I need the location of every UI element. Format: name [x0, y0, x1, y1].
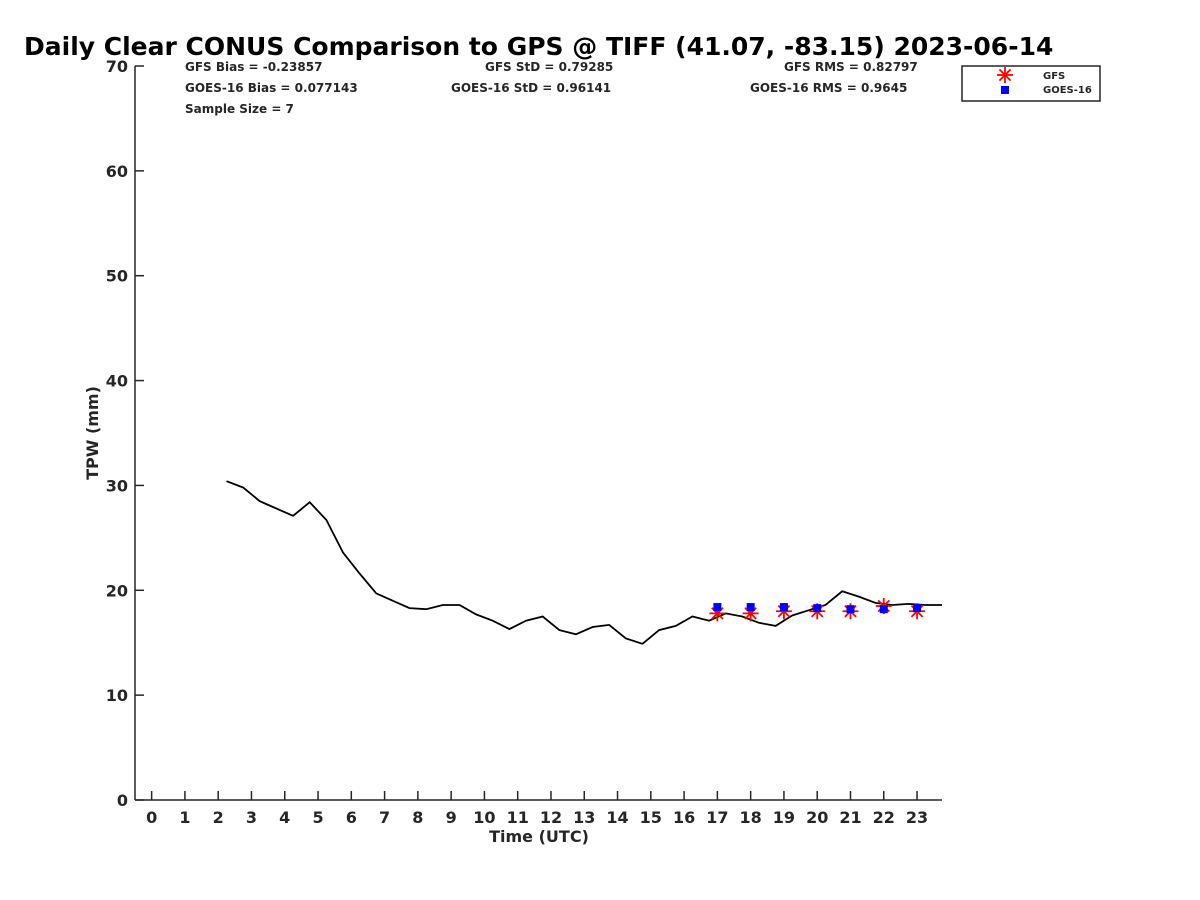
goes-rms-stat: GOES-16 RMS = 0.9645	[750, 81, 907, 95]
goes16-point-0	[713, 603, 722, 612]
x-tick-label-7: 7	[379, 808, 390, 827]
goes16-point-3	[813, 604, 822, 613]
x-tick-label-5: 5	[312, 808, 323, 827]
legend-goes-marker	[1001, 86, 1009, 94]
x-tick-label-9: 9	[446, 808, 457, 827]
legend: GFS GOES-16	[961, 65, 1101, 102]
y-tick-label-40: 40	[106, 372, 128, 391]
x-tick-label-18: 18	[740, 808, 762, 827]
goes16-point-1	[746, 603, 755, 612]
gfs-std-stat: GFS StD = 0.79285	[485, 60, 613, 74]
x-axis-label: Time (UTC)	[489, 827, 589, 846]
x-tick-label-17: 17	[706, 808, 728, 827]
x-tick-label-4: 4	[279, 808, 290, 827]
legend-gfs-marker	[997, 67, 1013, 83]
x-tick-label-14: 14	[606, 808, 628, 827]
y-tick-label-50: 50	[106, 267, 128, 286]
series-line-gps	[226, 480, 942, 645]
legend-gfs-label: GFS	[1043, 71, 1065, 82]
y-tick-label-20: 20	[106, 581, 128, 600]
goes16-point-2	[779, 603, 788, 612]
gfs-rms-stat: GFS RMS = 0.82797	[784, 60, 918, 74]
y-tick-label-10: 10	[106, 686, 128, 705]
x-tick-label-3: 3	[246, 808, 257, 827]
x-tick-label-2: 2	[213, 808, 224, 827]
goes-bias-stat: GOES-16 Bias = 0.077143	[185, 81, 358, 95]
x-tick-label-8: 8	[412, 808, 423, 827]
x-tick-label-21: 21	[839, 808, 861, 827]
x-tick-label-20: 20	[806, 808, 828, 827]
x-tick-label-23: 23	[906, 808, 928, 827]
sample-size-stat: Sample Size = 7	[185, 102, 294, 116]
goes-std-stat: GOES-16 StD = 0.96141	[451, 81, 611, 95]
y-axis-label: TPW (mm)	[83, 386, 102, 480]
x-tick-label-6: 6	[346, 808, 357, 827]
x-tick-label-13: 13	[573, 808, 595, 827]
x-tick-label-1: 1	[179, 808, 190, 827]
legend-box	[961, 65, 1101, 102]
goes16-point-4	[846, 605, 855, 614]
y-tick-label-70: 70	[106, 57, 128, 76]
gfs-bias-stat: GFS Bias = -0.23857	[185, 60, 322, 74]
legend-goes-label: GOES-16	[1043, 85, 1092, 96]
x-tick-label-19: 19	[773, 808, 795, 827]
legend-gfs-asterisk-stroke-3	[998, 68, 1012, 82]
x-tick-label-11: 11	[507, 808, 529, 827]
x-tick-label-22: 22	[873, 808, 895, 827]
x-tick-label-0: 0	[146, 808, 157, 827]
y-tick-label-60: 60	[106, 162, 128, 181]
series	[226, 480, 942, 645]
x-tick-label-15: 15	[640, 808, 662, 827]
goes16-point-6	[913, 604, 922, 613]
x-tick-label-16: 16	[673, 808, 695, 827]
chart-title: Daily Clear CONUS Comparison to GPS @ TI…	[24, 32, 1053, 61]
x-tick-label-12: 12	[540, 808, 562, 827]
x-tick-label-10: 10	[473, 808, 495, 827]
axes	[134, 66, 942, 801]
y-tick-label-0: 0	[117, 791, 128, 810]
goes16-point-5	[879, 605, 888, 614]
legend-gfs-asterisk	[997, 67, 1013, 83]
y-tick-label-30: 30	[106, 476, 128, 495]
